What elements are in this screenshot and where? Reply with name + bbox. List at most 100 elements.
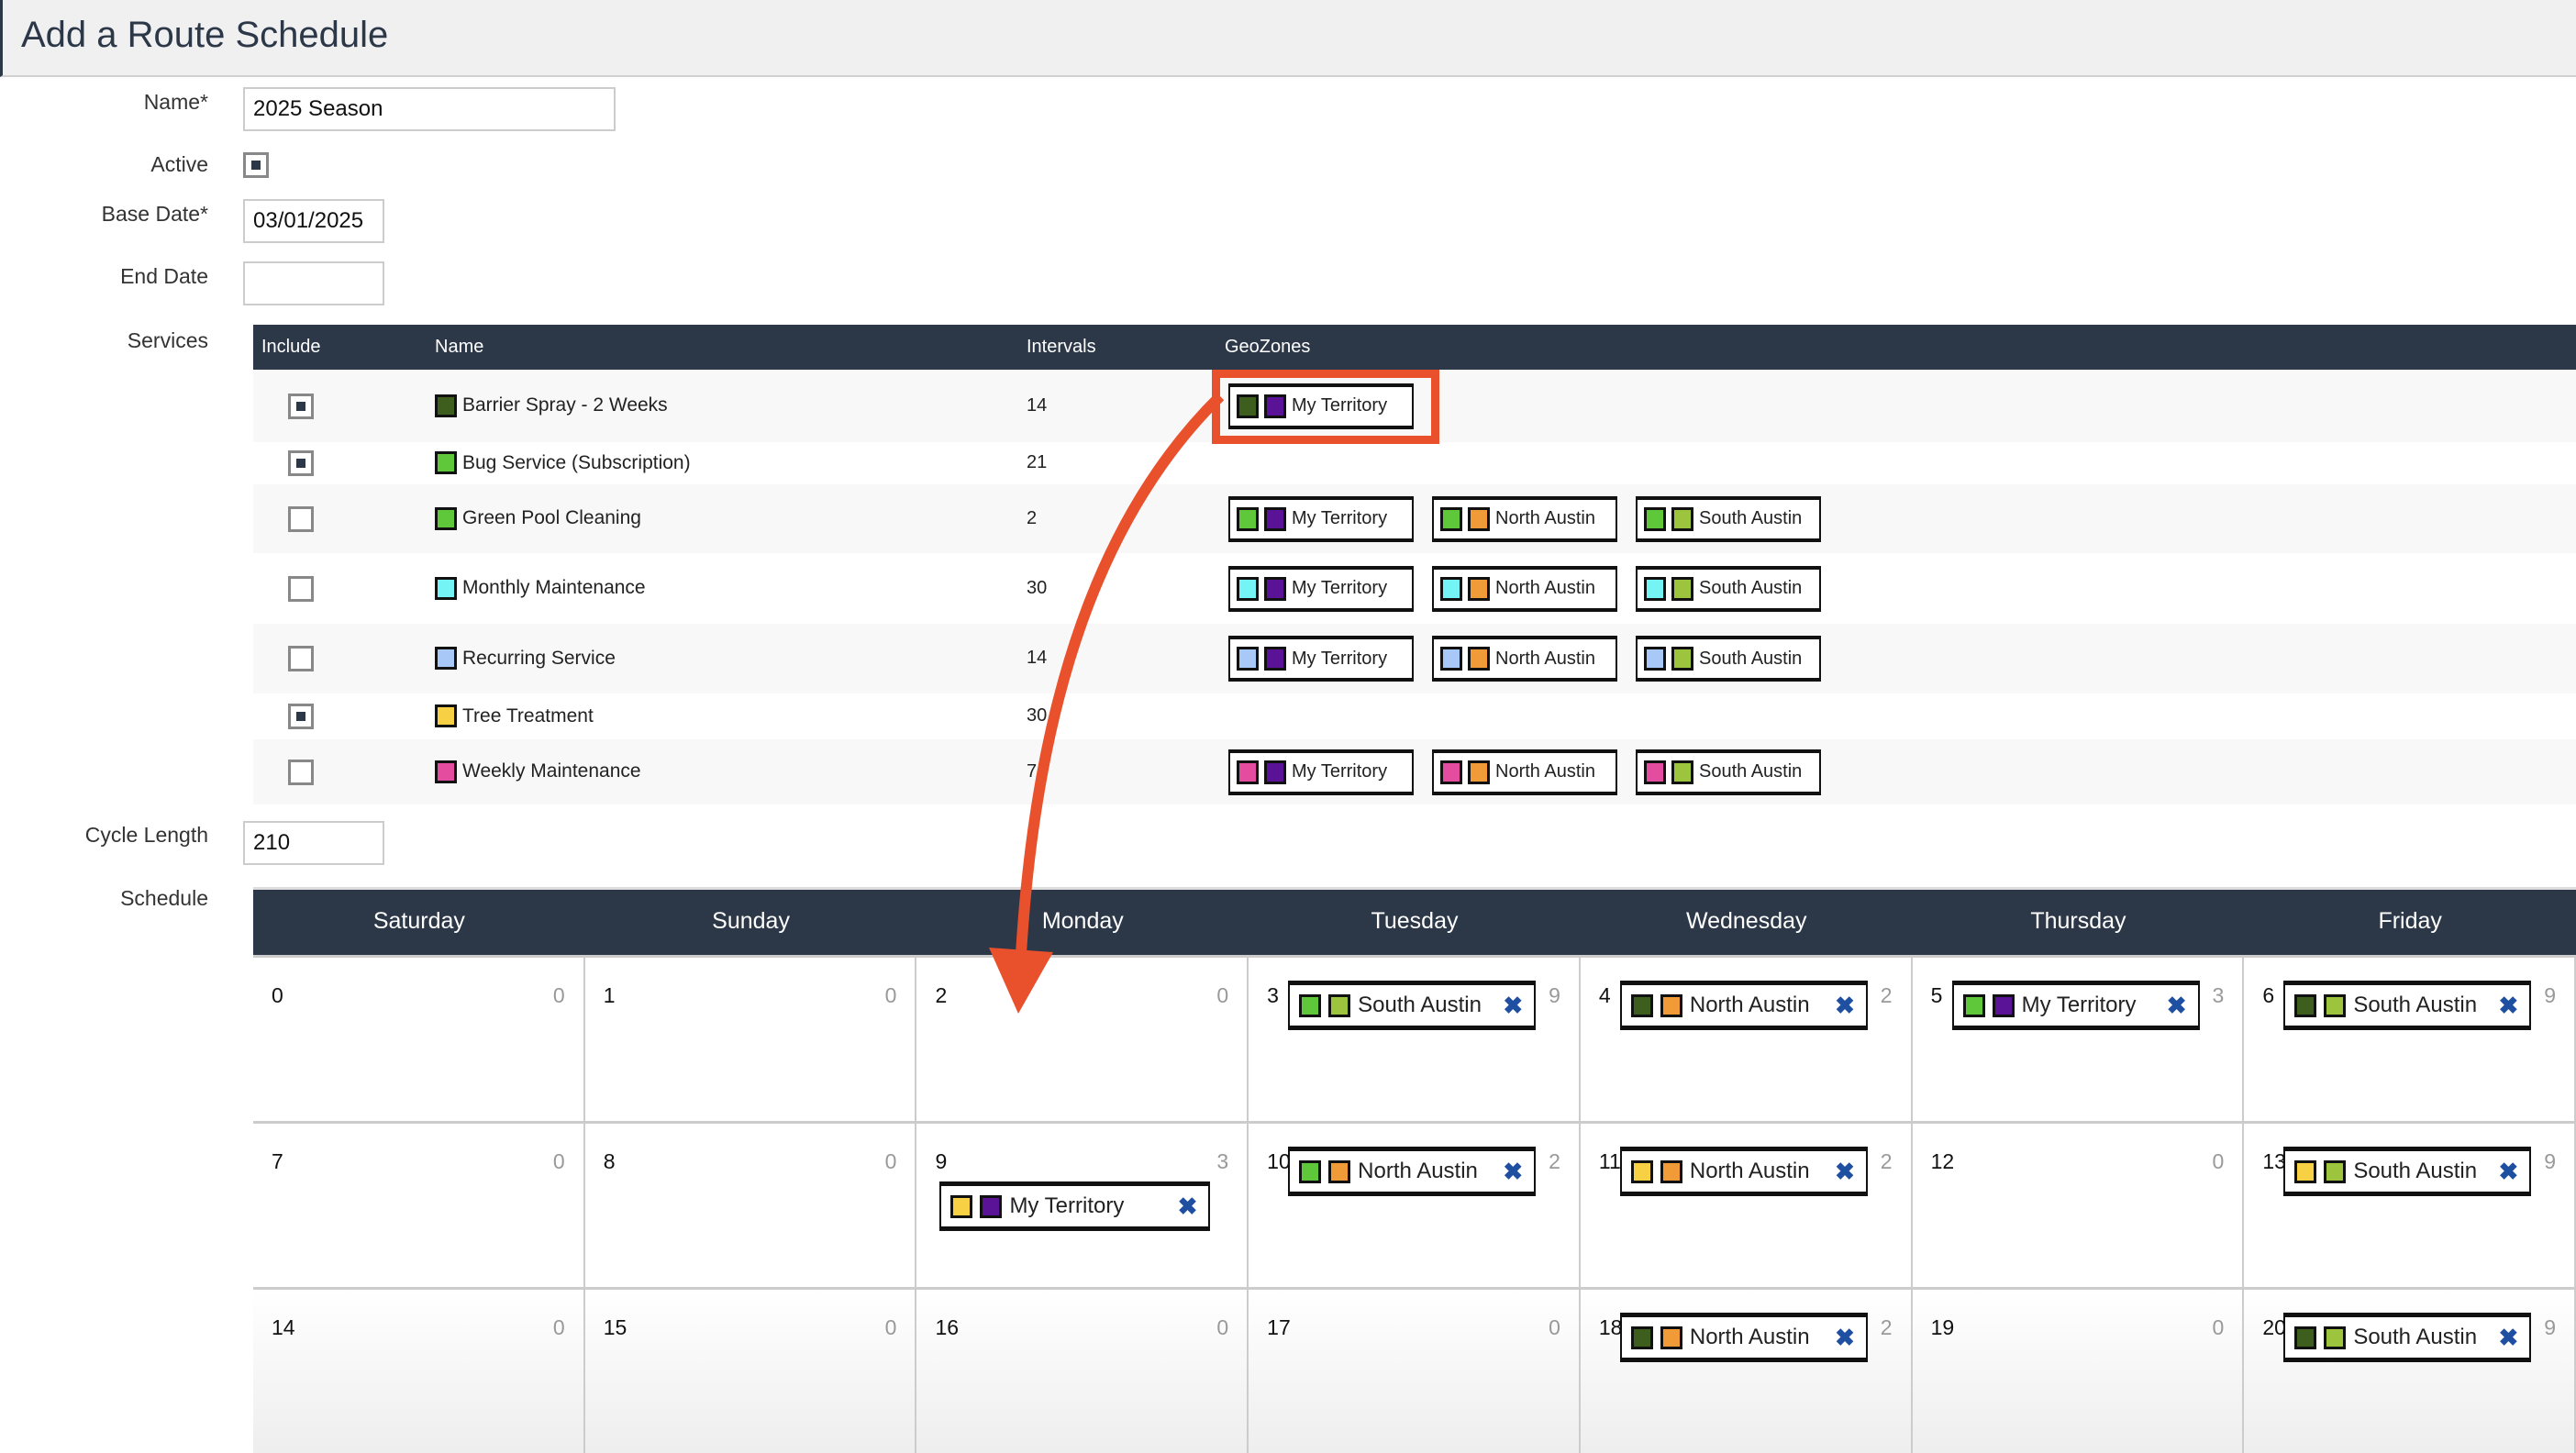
scheduled-geozone-chip[interactable]: My Territory ✖ bbox=[939, 1181, 1211, 1231]
calendar-day-cell[interactable]: 14 0 bbox=[253, 1290, 585, 1453]
include-checkbox[interactable] bbox=[288, 759, 314, 785]
end-date-label: End Date bbox=[120, 264, 208, 288]
highlight-box-annotation bbox=[1212, 370, 1439, 444]
calendar-week-row: 7 0 8 0 9 3 My Territory ✖ 10 2 North Austin ✖ 11 2 No… bbox=[253, 1121, 2576, 1287]
end-date-input[interactable] bbox=[243, 261, 384, 305]
close-x-icon[interactable]: ✖ bbox=[1835, 1324, 1855, 1351]
service-color-swatch bbox=[1440, 576, 1462, 601]
service-name: Recurring Service bbox=[435, 647, 616, 670]
day-number: 4 bbox=[1598, 983, 1611, 1007]
calendar-day-cell[interactable]: 15 0 bbox=[584, 1290, 917, 1453]
geozone-color-swatch bbox=[1660, 1325, 1682, 1349]
geozone-chip[interactable]: North Austin bbox=[1432, 565, 1617, 612]
service-interval: 2 bbox=[1027, 507, 1038, 528]
scheduled-geozone-chip[interactable]: My Territory ✖ bbox=[1951, 981, 2200, 1030]
scheduled-geozone-chip[interactable]: South Austin ✖ bbox=[1288, 981, 1537, 1030]
include-checkbox[interactable] bbox=[288, 646, 314, 671]
scheduled-geozone-chip[interactable]: South Austin ✖ bbox=[2283, 1313, 2532, 1362]
day-header-tuesday: Tuesday bbox=[1371, 908, 1459, 934]
geozone-chip[interactable]: North Austin bbox=[1432, 636, 1617, 682]
close-x-icon[interactable]: ✖ bbox=[2166, 992, 2187, 1019]
scheduled-geozone-chip[interactable]: North Austin ✖ bbox=[1619, 981, 1868, 1030]
scheduled-geozone-chip[interactable]: North Austin ✖ bbox=[1619, 1147, 1868, 1196]
close-x-icon[interactable]: ✖ bbox=[1835, 1158, 1855, 1185]
day-number: 9 bbox=[935, 1149, 948, 1173]
geozone-chip[interactable]: My Territory bbox=[1228, 383, 1414, 429]
scheduled-geozone-chip[interactable]: North Austin ✖ bbox=[1288, 1147, 1537, 1196]
scheduled-geozone-chip[interactable]: North Austin ✖ bbox=[1619, 1313, 1868, 1362]
geozone-chip[interactable]: South Austin bbox=[1636, 565, 1821, 612]
calendar-day-cell[interactable]: 6 9 South Austin ✖ bbox=[2244, 958, 2576, 1121]
include-checkbox[interactable] bbox=[288, 575, 314, 602]
calendar-day-cell[interactable]: 3 9 South Austin ✖ bbox=[1249, 958, 1581, 1121]
close-x-icon[interactable]: ✖ bbox=[2498, 1158, 2519, 1185]
close-x-icon[interactable]: ✖ bbox=[1503, 1158, 1524, 1185]
service-name: Monthly Maintenance bbox=[435, 576, 646, 600]
service-interval: 14 bbox=[1027, 394, 1048, 416]
day-number: 12 bbox=[1930, 1149, 1955, 1173]
calendar-day-cell[interactable]: 5 3 My Territory ✖ bbox=[1912, 958, 2245, 1121]
geozone-chip[interactable]: My Territory bbox=[1228, 565, 1414, 612]
geozone-label: North Austin bbox=[1689, 993, 1810, 1017]
geozone-chip[interactable]: My Territory bbox=[1228, 636, 1414, 682]
close-x-icon[interactable]: ✖ bbox=[1177, 1192, 1198, 1220]
service-name: Barrier Spray - 2 Weeks bbox=[435, 394, 668, 417]
geozone-chip[interactable]: My Territory bbox=[1228, 495, 1414, 542]
cycle-length-input[interactable] bbox=[243, 821, 384, 865]
service-color-swatch bbox=[435, 506, 457, 530]
name-label: Name* bbox=[143, 90, 208, 114]
calendar-day-cell[interactable]: 20 9 South Austin ✖ bbox=[2244, 1290, 2576, 1453]
calendar-day-cell[interactable]: 10 2 North Austin ✖ bbox=[1249, 1124, 1581, 1287]
calendar-day-cell[interactable]: 18 2 North Austin ✖ bbox=[1580, 1290, 1913, 1453]
geozone-color-swatch bbox=[1468, 647, 1490, 671]
include-checkbox[interactable] bbox=[288, 505, 314, 532]
close-x-icon[interactable]: ✖ bbox=[1503, 992, 1524, 1019]
include-checkbox[interactable] bbox=[288, 393, 314, 419]
base-date-input[interactable] bbox=[243, 199, 384, 243]
schedule-label: Schedule bbox=[120, 886, 208, 910]
service-row: Monthly Maintenance 30 My Territory North… bbox=[253, 553, 2576, 624]
services-label: Services bbox=[127, 328, 208, 352]
geozone-chip[interactable]: North Austin bbox=[1432, 749, 1617, 795]
day-number: 1 bbox=[603, 983, 616, 1007]
day-count: 2 bbox=[1880, 1149, 1893, 1173]
calendar-day-cell[interactable]: 17 0 bbox=[1249, 1290, 1581, 1453]
column-name: Name bbox=[435, 337, 484, 357]
geozone-chip[interactable]: South Austin bbox=[1636, 749, 1821, 795]
calendar-day-cell[interactable]: 4 2 North Austin ✖ bbox=[1580, 958, 1913, 1121]
service-color-swatch bbox=[1644, 760, 1666, 784]
geozone-label: South Austin bbox=[1699, 508, 1803, 528]
calendar-day-cell[interactable]: 19 0 bbox=[1912, 1290, 2245, 1453]
name-input[interactable] bbox=[243, 87, 616, 131]
geozone-chip[interactable]: South Austin bbox=[1636, 636, 1821, 682]
service-color-swatch bbox=[950, 1194, 973, 1218]
geozone-chip[interactable]: North Austin bbox=[1432, 495, 1617, 542]
geozone-label: North Austin bbox=[1689, 1159, 1810, 1183]
calendar-day-cell[interactable]: 11 2 North Austin ✖ bbox=[1580, 1124, 1913, 1287]
close-x-icon[interactable]: ✖ bbox=[1835, 992, 1855, 1019]
geozone-chip[interactable]: My Territory bbox=[1228, 749, 1414, 795]
active-checkbox[interactable] bbox=[243, 152, 269, 178]
close-x-icon[interactable]: ✖ bbox=[2498, 992, 2519, 1019]
column-include: Include bbox=[261, 337, 321, 357]
day-header-thursday: Thursday bbox=[2030, 908, 2126, 934]
calendar-day-cell[interactable]: 12 0 bbox=[1912, 1124, 2245, 1287]
day-count: 0 bbox=[884, 1149, 897, 1173]
geozone-chip[interactable]: South Austin bbox=[1636, 495, 1821, 542]
service-name: Green Pool Cleaning bbox=[435, 506, 641, 530]
close-x-icon[interactable]: ✖ bbox=[2498, 1324, 2519, 1351]
calendar-day-cell[interactable]: 13 9 South Austin ✖ bbox=[2244, 1124, 2576, 1287]
calendar-day-cell[interactable]: 9 3 My Territory ✖ bbox=[916, 1124, 1249, 1287]
calendar-day-cell[interactable]: 16 0 bbox=[916, 1290, 1249, 1453]
scheduled-geozone-chip[interactable]: South Austin ✖ bbox=[2283, 1147, 2532, 1196]
include-checkbox[interactable] bbox=[288, 450, 314, 476]
scheduled-geozone-chip[interactable]: South Austin ✖ bbox=[2283, 981, 2532, 1030]
schedule-calendar: Saturday Sunday Monday Tuesday Wednesday Thur… bbox=[253, 887, 2576, 1453]
service-color-swatch bbox=[1237, 394, 1259, 418]
include-checkbox[interactable] bbox=[288, 704, 314, 729]
